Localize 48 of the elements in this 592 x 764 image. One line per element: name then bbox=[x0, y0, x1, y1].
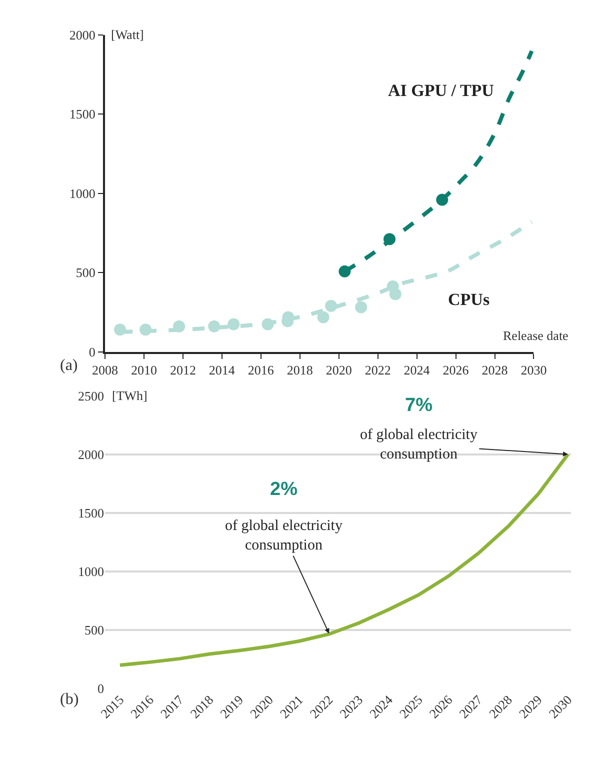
y-tick-label: 1500 bbox=[78, 505, 104, 520]
y-tick-label: 1000 bbox=[69, 186, 96, 201]
point bbox=[389, 288, 402, 300]
x-tick-label: 2028 bbox=[482, 362, 508, 378]
series-label: AI GPU / TPU bbox=[388, 81, 494, 100]
y-tick-label: 500 bbox=[76, 265, 96, 280]
x-tick-label: 2024 bbox=[404, 362, 430, 378]
y-tick-label: 1500 bbox=[69, 106, 96, 122]
point bbox=[338, 265, 351, 278]
x-tick-label: 2020 bbox=[326, 362, 352, 378]
x-tick-label: 2008 bbox=[92, 362, 118, 378]
x-tick-label: 2026 bbox=[442, 362, 470, 378]
point bbox=[317, 311, 330, 324]
x-tick-label: 2012 bbox=[170, 362, 196, 378]
y-axis-title: [TWh] bbox=[112, 388, 148, 403]
point bbox=[325, 300, 338, 312]
y-tick-label: 500 bbox=[84, 622, 104, 638]
annotation: of global electricity consumption bbox=[225, 518, 343, 554]
text: (a) bbox=[60, 357, 78, 374]
x-axis-title: Release date bbox=[503, 328, 569, 343]
point bbox=[173, 320, 186, 332]
y-tick-label: 0 bbox=[98, 681, 104, 696]
point bbox=[114, 324, 126, 336]
x-tick-label: 2022 bbox=[364, 362, 391, 378]
x-tick-label: 2018 bbox=[286, 362, 313, 378]
text: (b) bbox=[60, 691, 79, 708]
x-tick-label: 2010 bbox=[130, 362, 157, 378]
y-tick-label: 2000 bbox=[69, 27, 96, 42]
point bbox=[228, 318, 240, 330]
annotation: of global electricity consumption bbox=[360, 427, 478, 462]
x-tick-label: 2021 bbox=[276, 692, 306, 722]
point bbox=[140, 324, 152, 336]
point bbox=[384, 233, 396, 246]
y-tick-label: 2000 bbox=[78, 446, 104, 462]
point bbox=[262, 318, 274, 330]
x-tick-label: 2016 bbox=[248, 362, 274, 378]
y-tick-label: 1000 bbox=[78, 564, 104, 579]
x-tick-label: 2030 bbox=[520, 362, 547, 378]
y-axis-title: [Watt] bbox=[111, 27, 144, 42]
annotation: 2% bbox=[270, 479, 298, 500]
annotation: 7% bbox=[405, 395, 433, 416]
x-tick-label: 2014 bbox=[208, 362, 236, 378]
y-tick-label: 2500 bbox=[78, 388, 104, 404]
point bbox=[355, 301, 368, 314]
point bbox=[208, 320, 220, 332]
series-label: CPUs bbox=[448, 290, 490, 309]
y-tick-label: 0 bbox=[88, 344, 96, 360]
point bbox=[436, 194, 448, 206]
